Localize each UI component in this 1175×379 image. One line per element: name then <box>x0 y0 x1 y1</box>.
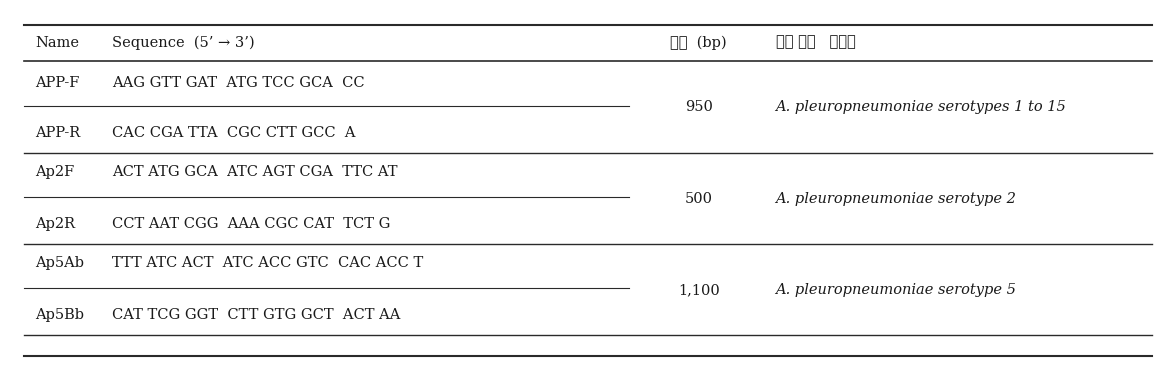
Text: APP-R: APP-R <box>35 126 80 139</box>
Text: 1,100: 1,100 <box>678 283 720 297</box>
Text: AAG GTT GAT  ATG TCC GCA  CC: AAG GTT GAT ATG TCC GCA CC <box>112 77 364 90</box>
Text: A. pleuropneumoniae serotype 5: A. pleuropneumoniae serotype 5 <box>776 283 1016 297</box>
Text: Sequence  (5’ → 3’): Sequence (5’ → 3’) <box>112 36 254 50</box>
Text: 크기  (bp): 크기 (bp) <box>670 36 726 50</box>
Text: APP-F: APP-F <box>35 77 80 90</box>
Text: CAC CGA TTA  CGC CTT GCC  A: CAC CGA TTA CGC CTT GCC A <box>112 126 355 139</box>
Text: CAT TCG GGT  CTT GTG GCT  ACT AA: CAT TCG GGT CTT GTG GCT ACT AA <box>112 308 400 321</box>
Text: 확인 가능   혁청형: 확인 가능 혁청형 <box>776 36 855 50</box>
Text: 950: 950 <box>685 100 713 114</box>
Text: Ap2R: Ap2R <box>35 217 75 230</box>
Text: ACT ATG GCA  ATC AGT CGA  TTC AT: ACT ATG GCA ATC AGT CGA TTC AT <box>112 166 397 179</box>
Text: A. pleuropneumoniae serotype 2: A. pleuropneumoniae serotype 2 <box>776 192 1016 206</box>
Text: Name: Name <box>35 36 79 50</box>
Text: A. pleuropneumoniae serotypes 1 to 15: A. pleuropneumoniae serotypes 1 to 15 <box>776 100 1066 114</box>
Text: 500: 500 <box>685 192 713 206</box>
Text: Ap2F: Ap2F <box>35 166 74 179</box>
Text: CCT AAT CGG  AAA CGC CAT  TCT G: CCT AAT CGG AAA CGC CAT TCT G <box>112 217 390 230</box>
Text: Ap5Ab: Ap5Ab <box>35 257 85 270</box>
Text: TTT ATC ACT  ATC ACC GTC  CAC ACC T: TTT ATC ACT ATC ACC GTC CAC ACC T <box>112 257 423 270</box>
Text: Ap5Bb: Ap5Bb <box>35 308 85 321</box>
